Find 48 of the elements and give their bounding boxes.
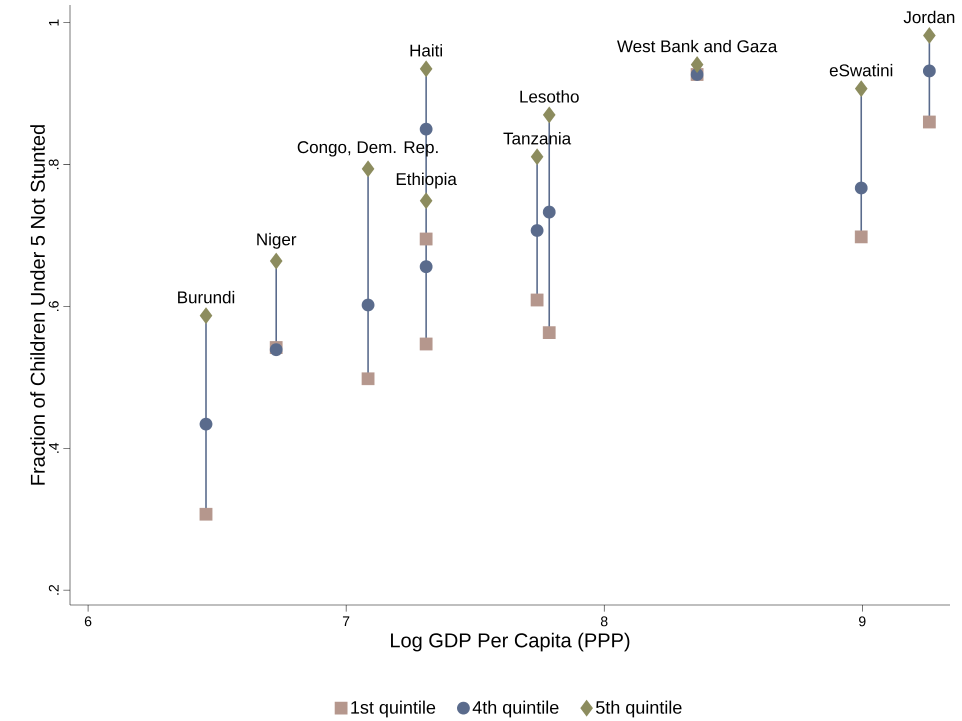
point <box>854 182 868 194</box>
point <box>420 60 432 78</box>
point <box>420 232 433 246</box>
point <box>362 298 374 312</box>
y-tick-label: .2 <box>48 584 59 595</box>
point <box>420 260 433 274</box>
point <box>854 80 868 97</box>
annotation: Lesotho <box>520 90 579 103</box>
point <box>420 122 433 136</box>
point <box>922 116 936 128</box>
annotation: Niger <box>257 232 296 249</box>
point <box>690 56 704 73</box>
point <box>420 192 432 210</box>
point <box>530 294 544 306</box>
point <box>922 64 936 78</box>
annotation: Haiti <box>410 44 442 57</box>
point <box>270 252 282 270</box>
point <box>542 206 556 218</box>
point <box>530 224 544 237</box>
x-tick-label: 7 <box>342 616 350 626</box>
annotation: eSwatini <box>830 64 892 76</box>
y-axis-title: Fraction of Children Under 5 Not Stunted <box>30 125 45 485</box>
point <box>200 418 212 431</box>
legend-label: 5th quintile <box>596 700 682 718</box>
y-tick-label: 1 <box>49 20 59 26</box>
legend-label: 1st quintile <box>351 700 436 718</box>
point <box>854 230 868 244</box>
point <box>420 338 433 350</box>
annotation: Jordan <box>904 10 954 24</box>
point <box>362 372 374 386</box>
x-tick-label: 8 <box>600 616 608 626</box>
y-tick-label: .6 <box>48 301 59 311</box>
y-tick-label: .4 <box>49 442 59 453</box>
point <box>542 326 556 340</box>
x-tick-label: 6 <box>84 616 92 626</box>
annotation: West Bank and Gaza <box>617 40 778 52</box>
x-tick-label: 9 <box>859 616 866 626</box>
x-axis-title: Log GDP Per Capita (PPP) <box>391 632 630 652</box>
point <box>362 160 374 178</box>
y-tick-label: .8 <box>48 159 59 170</box>
point <box>200 307 212 324</box>
annotation: Burundi <box>178 290 234 304</box>
point <box>530 148 544 166</box>
point <box>270 343 283 356</box>
point <box>200 508 212 521</box>
point <box>923 27 936 44</box>
legend-label: 4th quintile <box>472 700 558 718</box>
point <box>542 106 556 124</box>
